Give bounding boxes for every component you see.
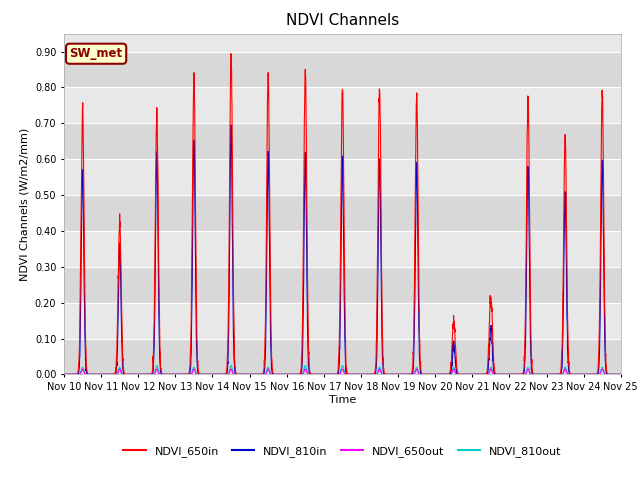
Y-axis label: NDVI Channels (W/m2/mm): NDVI Channels (W/m2/mm) [19, 127, 29, 281]
Bar [64, 123, 621, 159]
X-axis label: Time: Time [329, 395, 356, 405]
Bar [64, 87, 621, 123]
Bar [64, 231, 621, 267]
Bar [64, 51, 621, 87]
Bar [64, 338, 621, 374]
Bar [64, 195, 621, 231]
Title: NDVI Channels: NDVI Channels [286, 13, 399, 28]
Bar [64, 48, 621, 51]
Bar [64, 267, 621, 303]
Legend: NDVI_650in, NDVI_810in, NDVI_650out, NDVI_810out: NDVI_650in, NDVI_810in, NDVI_650out, NDV… [119, 441, 566, 461]
Text: SW_met: SW_met [70, 47, 123, 60]
Bar [64, 303, 621, 338]
Bar [64, 159, 621, 195]
